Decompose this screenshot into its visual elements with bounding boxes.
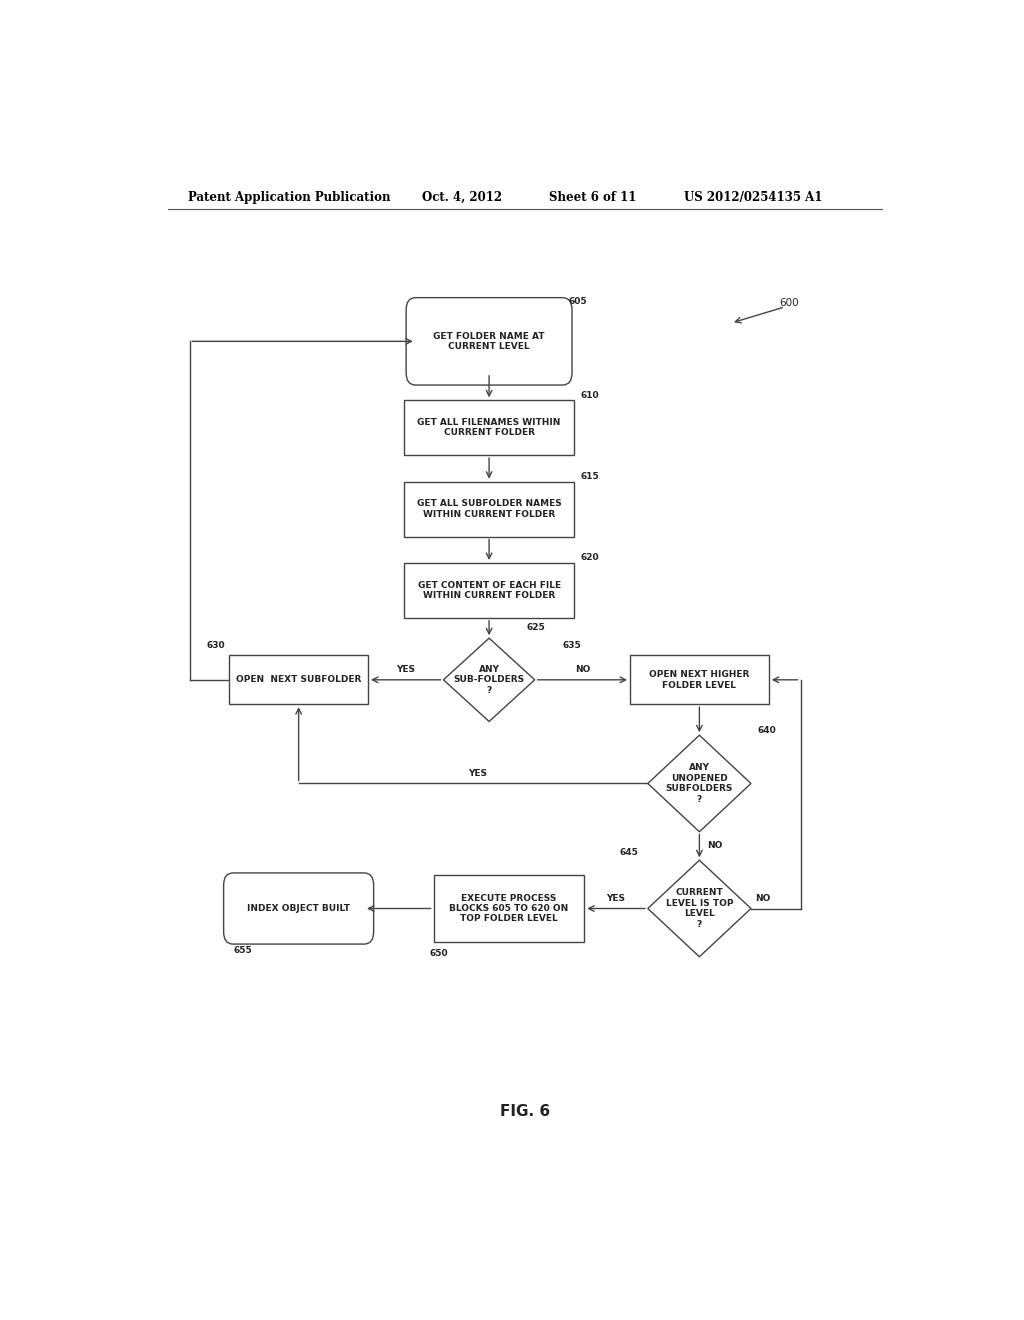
Text: 625: 625 [526,623,546,632]
Text: 610: 610 [581,391,599,400]
Text: FIG. 6: FIG. 6 [500,1105,550,1119]
Text: YES: YES [606,894,626,903]
Text: OPEN  NEXT SUBFOLDER: OPEN NEXT SUBFOLDER [236,676,361,684]
Text: US 2012/0254135 A1: US 2012/0254135 A1 [684,190,822,203]
Text: Sheet 6 of 11: Sheet 6 of 11 [549,190,636,203]
Bar [433,875,585,941]
Text: GET FOLDER NAME AT
CURRENT LEVEL: GET FOLDER NAME AT CURRENT LEVEL [433,331,545,351]
Polygon shape [648,861,751,957]
Bar [403,400,574,455]
Bar [229,656,368,704]
Text: YES: YES [396,665,416,675]
Text: INDEX OBJECT BUILT: INDEX OBJECT BUILT [247,904,350,913]
Text: 620: 620 [581,553,599,562]
Text: YES: YES [468,768,486,777]
Polygon shape [443,638,535,722]
FancyBboxPatch shape [223,873,374,944]
Text: 600: 600 [778,298,799,308]
Text: 650: 650 [430,949,449,958]
Text: 615: 615 [581,473,599,480]
Text: 605: 605 [569,297,588,306]
Bar [403,562,574,618]
Text: Patent Application Publication: Patent Application Publication [187,190,390,203]
Text: ANY
SUB-FOLDERS
?: ANY SUB-FOLDERS ? [454,665,524,694]
Text: NO: NO [755,894,770,903]
Bar [630,656,769,704]
Text: CURRENT
LEVEL IS TOP
LEVEL
?: CURRENT LEVEL IS TOP LEVEL ? [666,888,733,928]
Text: OPEN NEXT HIGHER
FOLDER LEVEL: OPEN NEXT HIGHER FOLDER LEVEL [649,671,750,689]
Text: NO: NO [708,841,723,850]
Text: GET ALL SUBFOLDER NAMES
WITHIN CURRENT FOLDER: GET ALL SUBFOLDER NAMES WITHIN CURRENT F… [417,499,561,519]
Text: 645: 645 [620,847,638,857]
Text: GET CONTENT OF EACH FILE
WITHIN CURRENT FOLDER: GET CONTENT OF EACH FILE WITHIN CURRENT … [418,581,561,601]
Polygon shape [648,735,751,832]
Text: ANY
UNOPENED
SUBFOLDERS
?: ANY UNOPENED SUBFOLDERS ? [666,763,733,804]
Bar [403,482,574,536]
Text: 630: 630 [207,640,225,649]
Text: EXECUTE PROCESS
BLOCKS 605 TO 620 ON
TOP FOLDER LEVEL: EXECUTE PROCESS BLOCKS 605 TO 620 ON TOP… [450,894,568,924]
Text: Oct. 4, 2012: Oct. 4, 2012 [422,190,502,203]
Text: 640: 640 [758,726,776,735]
Text: 655: 655 [233,945,252,954]
Text: GET ALL FILENAMES WITHIN
CURRENT FOLDER: GET ALL FILENAMES WITHIN CURRENT FOLDER [418,418,561,437]
Text: 635: 635 [562,640,582,649]
Text: NO: NO [574,665,590,675]
FancyBboxPatch shape [407,297,572,385]
